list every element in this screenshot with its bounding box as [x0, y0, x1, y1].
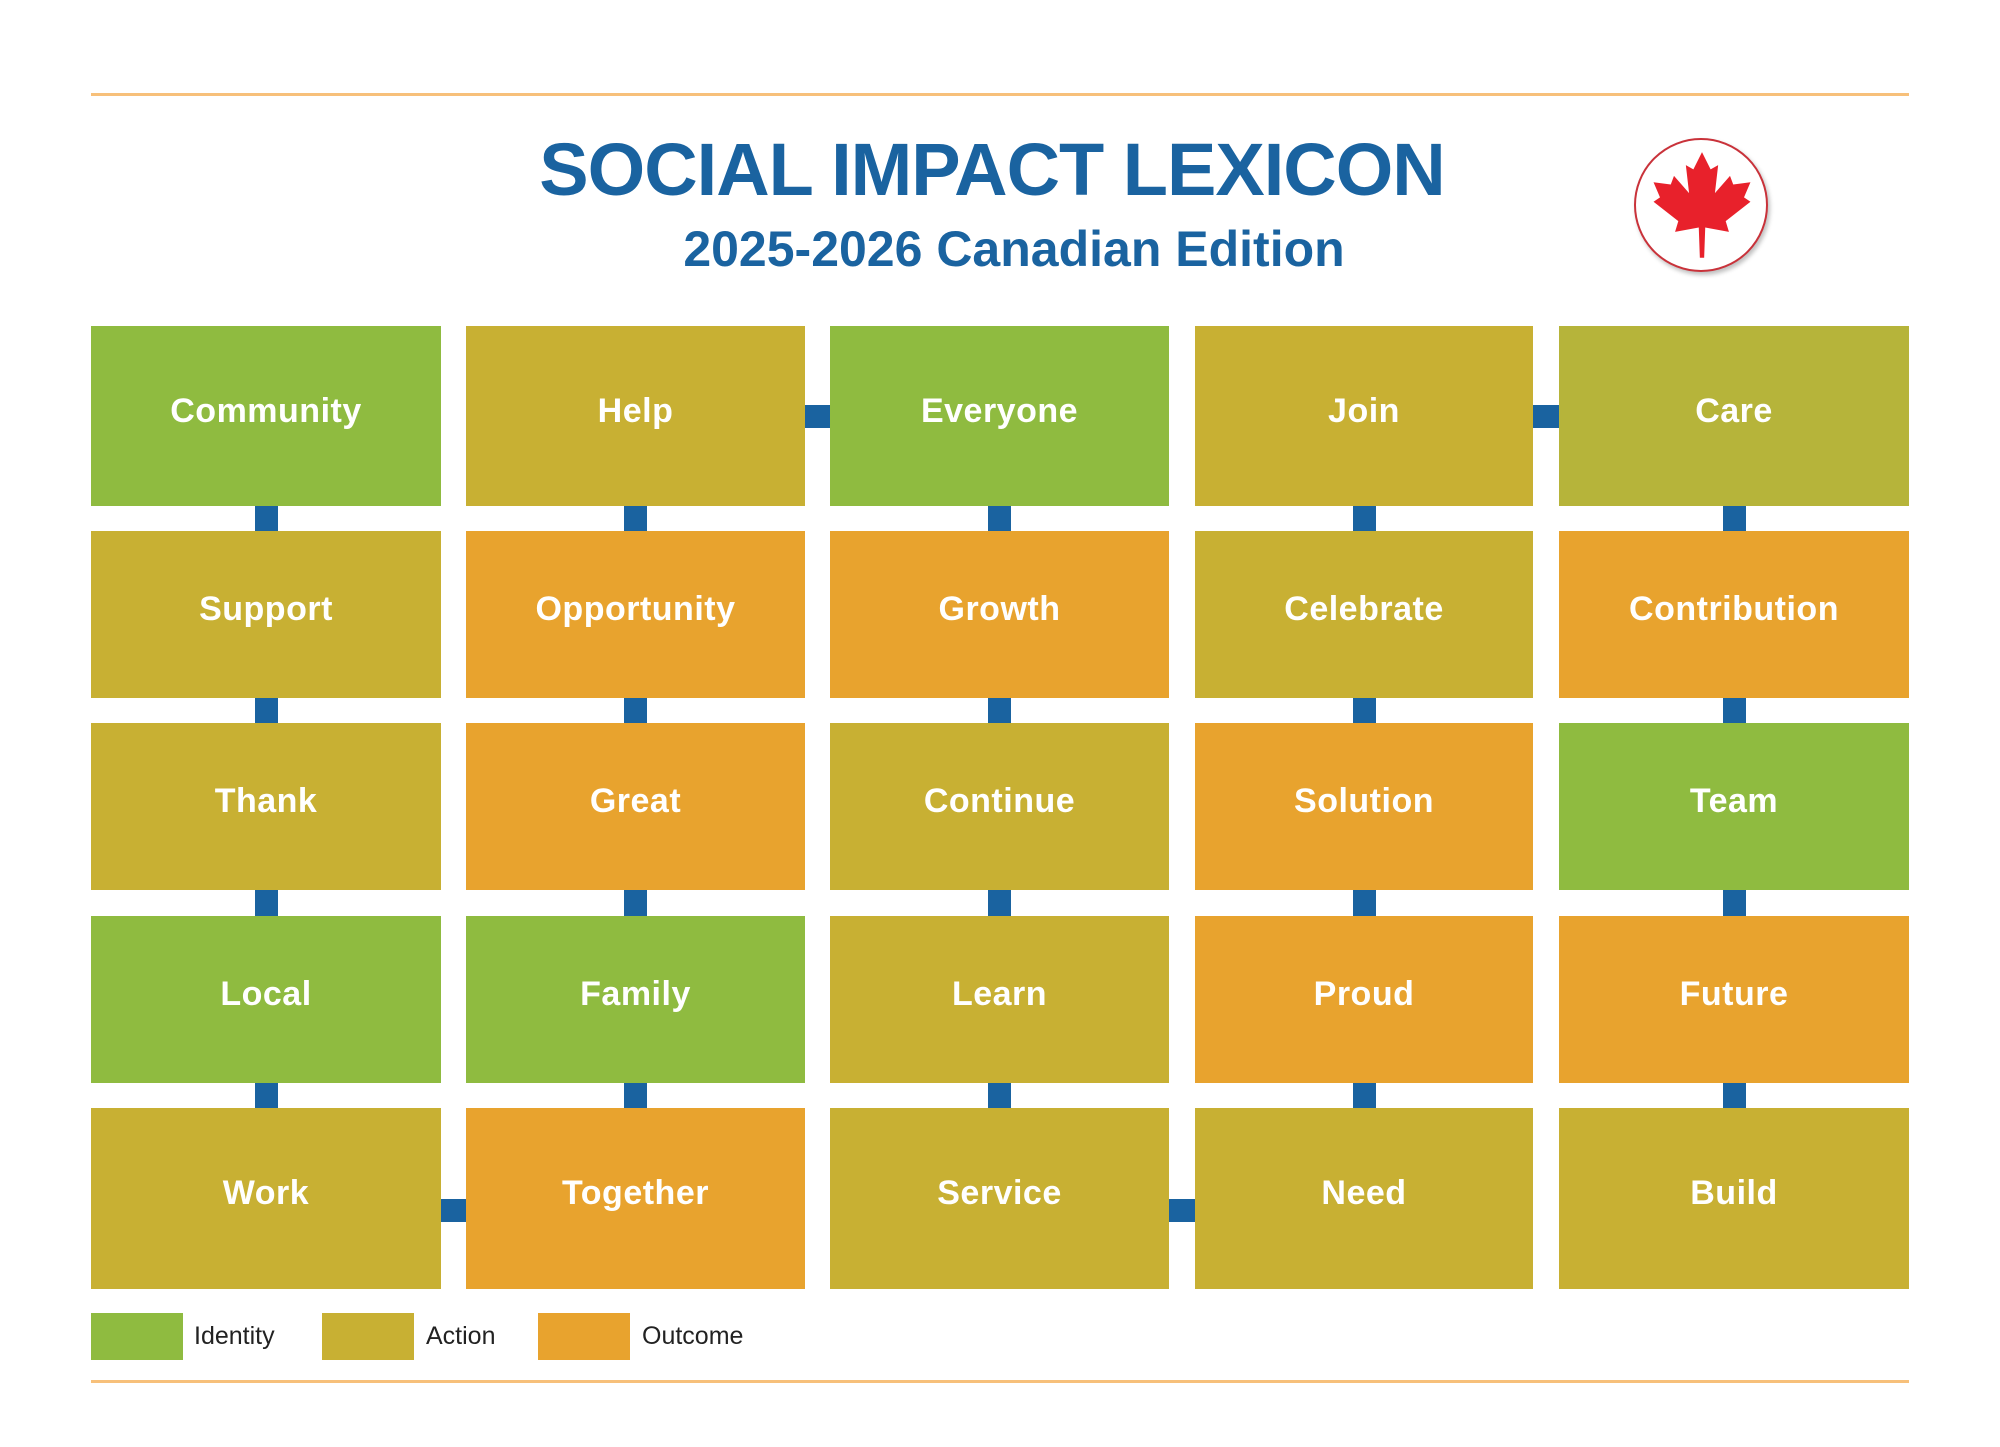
word-tile-proud: Proud	[1195, 916, 1533, 1083]
legend-swatch-identity	[91, 1313, 183, 1360]
vertical-connector	[988, 1083, 1011, 1108]
word-tile-opportunity: Opportunity	[466, 531, 805, 698]
vertical-connector	[255, 890, 278, 916]
word-label: Opportunity	[535, 590, 736, 628]
page-title: SOCIAL IMPACT LEXICON	[539, 128, 1445, 211]
word-label: Build	[1690, 1174, 1778, 1212]
legend-label-action: Action	[426, 1322, 496, 1350]
word-label: Family	[580, 975, 691, 1013]
vertical-connector	[988, 890, 1011, 916]
word-tile-support: Support	[91, 531, 441, 698]
horizontal-connector	[1533, 405, 1559, 428]
word-tile-local: Local	[91, 916, 441, 1083]
vertical-connector	[624, 506, 647, 531]
vertical-connector	[1723, 890, 1746, 916]
word-label: Contribution	[1629, 590, 1839, 628]
word-label: Join	[1328, 391, 1400, 430]
word-label: Great	[589, 782, 682, 820]
word-tile-family: Family	[466, 916, 805, 1083]
word-tile-continue: Continue	[830, 723, 1169, 890]
word-label: Celebrate	[1284, 590, 1444, 628]
word-label: Proud	[1313, 975, 1415, 1013]
word-label: Need	[1321, 1174, 1407, 1212]
bottom-divider	[91, 1380, 1909, 1383]
word-label: Help	[597, 391, 674, 430]
vertical-connector	[1723, 506, 1746, 531]
word-label: Support	[199, 590, 333, 628]
vertical-connector	[255, 1083, 278, 1108]
vertical-connector	[1353, 890, 1376, 916]
vertical-connector	[988, 506, 1011, 531]
vertical-connector	[624, 890, 647, 916]
legend-label-identity: Identity	[194, 1322, 275, 1350]
maple-leaf-icon	[1653, 152, 1751, 258]
word-label: Care	[1695, 391, 1773, 430]
word-tile-help: Help	[466, 326, 805, 506]
vertical-connector	[255, 506, 278, 531]
word-tile-together: Together	[466, 1108, 805, 1289]
word-tile-service: Service	[830, 1108, 1169, 1289]
horizontal-connector	[441, 1199, 466, 1222]
word-tile-future: Future	[1559, 916, 1909, 1083]
word-tile-contribution: Contribution	[1559, 531, 1909, 698]
word-label: Everyone	[920, 391, 1079, 430]
vertical-connector	[988, 698, 1011, 723]
vertical-connector	[1723, 1083, 1746, 1108]
vertical-connector	[624, 1083, 647, 1108]
horizontal-connector	[805, 405, 830, 428]
word-tile-care: Care	[1559, 326, 1909, 506]
word-tile-solution: Solution	[1195, 723, 1533, 890]
word-label: Together	[562, 1174, 709, 1212]
vertical-connector	[255, 698, 278, 723]
word-tile-join: Join	[1195, 326, 1533, 506]
word-tile-thank: Thank	[91, 723, 441, 890]
top-divider	[91, 93, 1909, 96]
word-label: Thank	[214, 782, 318, 820]
word-tile-everyone: Everyone	[830, 326, 1169, 506]
word-tile-team: Team	[1559, 723, 1909, 890]
legend-swatch-action	[322, 1313, 414, 1360]
word-label: Future	[1679, 975, 1789, 1013]
vertical-connector	[624, 698, 647, 723]
word-tile-community: Community	[91, 326, 441, 506]
canada-badge	[1634, 138, 1768, 272]
word-label: Growth	[938, 590, 1061, 628]
word-label: Local	[220, 975, 312, 1013]
page-subtitle: 2025-2026 Canadian Edition	[683, 221, 1345, 277]
word-tile-great: Great	[466, 723, 805, 890]
vertical-connector	[1353, 698, 1376, 723]
word-label: Team	[1689, 782, 1779, 820]
word-tile-need: Need	[1195, 1108, 1533, 1289]
word-label: Work	[222, 1174, 310, 1212]
word-tile-build: Build	[1559, 1108, 1909, 1289]
vertical-connector	[1353, 1083, 1376, 1108]
word-tile-learn: Learn	[830, 916, 1169, 1083]
word-tile-work: Work	[91, 1108, 441, 1289]
legend-label-outcome: Outcome	[642, 1322, 744, 1350]
word-label: Continue	[923, 782, 1076, 820]
word-label: Solution	[1294, 782, 1434, 820]
word-label: Learn	[951, 975, 1048, 1013]
horizontal-connector	[1169, 1199, 1195, 1222]
word-tile-celebrate: Celebrate	[1195, 531, 1533, 698]
vertical-connector	[1353, 506, 1376, 531]
legend-swatch-outcome	[538, 1313, 630, 1360]
word-label: Service	[937, 1174, 1062, 1212]
vertical-connector	[1723, 698, 1746, 723]
word-tile-growth: Growth	[830, 531, 1169, 698]
word-label: Community	[170, 391, 362, 430]
